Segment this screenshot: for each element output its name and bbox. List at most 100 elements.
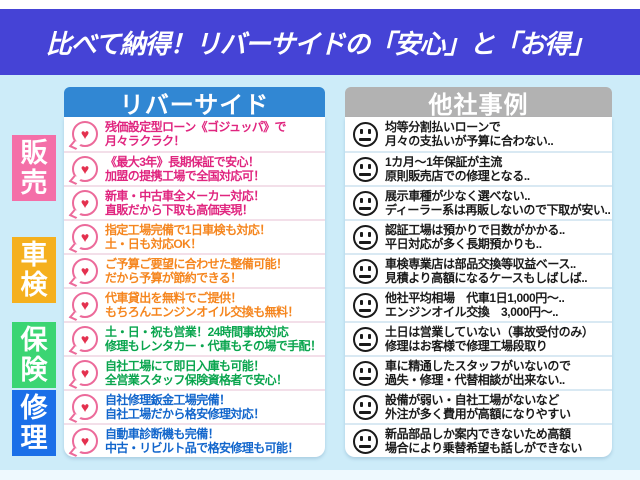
left-row-2: 《最大3年》長期保証で安心！ 加盟の提携工場で全国対応可！ — [64, 151, 325, 185]
row-text: 他社平均相場 代車1日1,000円〜.. エンジンオイル交換 3,000円〜.. — [385, 290, 565, 320]
right-row-4: 認証工場は預かりで日数がかかる.. 平日対応が多く長期預かりも.. — [345, 219, 612, 253]
category-label-text: 販売 — [20, 137, 48, 198]
row-line-2: 中古・リビルト品で格安修理も可能！ — [105, 441, 299, 455]
heart-bubble-icon — [72, 428, 98, 454]
heart-bubble-icon — [72, 121, 98, 147]
right-panel-header: 他社事例 — [345, 87, 612, 119]
row-text: 新車・中古車全メーカー対応！ 直販だから下取も高価実現！ — [105, 189, 265, 218]
row-line-1: 認証工場は預かりで日数がかかる.. — [385, 222, 565, 237]
heart-bubble-icon — [72, 190, 98, 216]
row-text: 均等分割払いローンで 月々の支払いが予算に合わない.. — [385, 119, 554, 149]
right-row-2: 1カ月〜1年保証が主流 原則販売店での修理となる.. — [345, 151, 612, 185]
row-text: 自社工場にて即日入庫も可能！ 全営業スタッフ保険資格者で安心！ — [105, 358, 288, 388]
row-line-2: 自社工場だから格安修理対応！ — [105, 407, 265, 421]
right-row-9: 設備が弱い・自社工場がないなど 外注が多く費用が高額になりやすい — [345, 389, 612, 423]
row-line-1: 車検専業店は部品交換等収益ベース.. — [385, 256, 576, 271]
row-line-2: だから予算が節約できる！ — [105, 271, 242, 285]
left-panel-title: リバーサイド — [119, 91, 270, 119]
left-row-6: 代車貸出を無料でご提供！ もちろんエンジンオイル交換も無料！ — [64, 287, 325, 321]
row-text: 展示車種が少なく選べない.. ディーラー系は再販しないので下取が安い.. — [385, 188, 611, 218]
right-row-10: 新品部品しか案内できないため高額 場合により乗替希望も話しができない — [345, 423, 612, 457]
row-text: 自社修理鈑金工場完備！ 自社工場だから格安修理対応！ — [105, 393, 265, 422]
neutral-face-icon — [353, 190, 378, 216]
banner-title: 比べて納得！リバーサイドの「安心」と「お得」 — [45, 28, 595, 59]
row-line-2: 平日対応が多く長期預かりも.. — [385, 237, 542, 251]
category-rail: 販売 車検 保険 修理 — [12, 117, 56, 457]
row-text: 新品部品しか案内できないため高額 場合により乗替希望も話しができない — [385, 427, 582, 456]
row-line-1: 《最大3年》長期保証で安心！ — [105, 154, 260, 169]
row-line-2: 直販だから下取も高価実現！ — [105, 203, 254, 217]
row-line-2: 外注が多く費用が高額になりやすい — [385, 407, 571, 421]
row-text: 車に精通したスタッフがいないので 過失・修理・代替相談が出来ない.. — [385, 359, 571, 388]
top-margin-strip — [0, 0, 640, 9]
row-line-1: 車に精通したスタッフがいないので — [385, 358, 571, 373]
row-line-2: 過失・修理・代替相談が出来ない.. — [385, 373, 565, 387]
row-line-2: 月々ラクラク！ — [105, 134, 185, 148]
row-line-1: 1カ月〜1年保証が主流 — [385, 154, 502, 169]
left-row-8: 自社工場にて即日入庫も可能！ 全営業スタッフ保険資格者で安心！ — [64, 355, 325, 389]
left-row-9: 自社修理鈑金工場完備！ 自社工場だから格安修理対応！ — [64, 389, 325, 423]
heart-bubble-icon — [72, 394, 98, 420]
row-text: 土・日・祝も営業！24時間事故対応 修理もレンタカー・代車もその場で手配！ — [105, 324, 322, 354]
heart-bubble-icon — [72, 292, 98, 318]
row-text: 指定工場完備で1日車検も対応！ 土・日も対応OK！ — [105, 223, 271, 252]
row-line-1: 設備が弱い・自社工場がないなど — [385, 392, 560, 407]
row-line-2: もちろんエンジンオイル交換も無料！ — [105, 305, 299, 319]
row-text: 1カ月〜1年保証が主流 原則販売店での修理となる.. — [385, 155, 530, 184]
neutral-face-icon — [353, 224, 378, 250]
left-row-3: 新車・中古車全メーカー対応！ 直販だから下取も高価実現！ — [64, 185, 325, 219]
neutral-face-icon — [353, 360, 378, 386]
category-label-insurance: 保険 — [12, 321, 56, 389]
row-text: 残価設定型ローン《ゴジュッパ》で 月々ラクラク！ — [105, 120, 287, 149]
heart-bubble-icon — [72, 360, 98, 386]
row-text: 土日は営業していない（事故受付のみ） 修理はお客様で修理工場段取り — [385, 324, 594, 354]
row-line-2: 見積より高額になるケースもしばしば.. — [385, 271, 588, 285]
category-label-text: 修理 — [20, 392, 48, 453]
neutral-face-icon — [353, 121, 378, 147]
right-row-1: 均等分割払いローンで 月々の支払いが予算に合わない.. — [345, 117, 612, 151]
category-label-inspection: 車検 — [12, 219, 56, 321]
row-line-2: エンジンオイル交換 3,000円〜.. — [385, 305, 559, 319]
row-line-2: 原則販売店での修理となる.. — [385, 169, 530, 183]
row-line-1: 新品部品しか案内できないため高額 — [385, 426, 571, 441]
left-row-5: ご予算ご要望に合わせた整備可能！ だから予算が節約できる！ — [64, 253, 325, 287]
neutral-face-icon — [353, 156, 378, 182]
neutral-face-icon — [353, 292, 378, 318]
row-line-2: 全営業スタッフ保険資格者で安心！ — [105, 373, 288, 387]
row-line-1: ご予算ご要望に合わせた整備可能！ — [105, 256, 288, 271]
heart-bubble-icon — [72, 326, 98, 352]
category-label-sales: 販売 — [12, 117, 56, 219]
neutral-face-icon — [353, 326, 378, 352]
row-text: 車検専業店は部品交換等収益ベース.. 見積より高額になるケースもしばしば.. — [385, 256, 588, 286]
right-row-6: 他社平均相場 代車1日1,000円〜.. エンジンオイル交換 3,000円〜.. — [345, 287, 612, 321]
heart-bubble-icon — [72, 258, 98, 284]
category-label-text: 車検 — [20, 239, 48, 300]
neutral-face-icon — [353, 394, 378, 420]
row-line-1: 新車・中古車全メーカー対応！ — [105, 188, 265, 203]
row-line-1: 自動車診断機も完備！ — [105, 426, 220, 441]
left-row-1: 残価設定型ローン《ゴジュッパ》で 月々ラクラク！ — [64, 117, 325, 151]
right-row-8: 車に精通したスタッフがいないので 過失・修理・代替相談が出来ない.. — [345, 355, 612, 389]
row-line-2: 加盟の提携工場で全国対応可！ — [105, 169, 265, 183]
category-label-text: 保険 — [20, 324, 48, 385]
left-panel: リバーサイド 残価設定型ローン《ゴジュッパ》で 月々ラクラク！ 《最大3年》長期… — [64, 87, 325, 457]
row-line-1: 均等分割払いローンで — [385, 119, 501, 134]
row-text: 自動車診断機も完備！ 中古・リビルト品で格安修理も可能！ — [105, 427, 299, 456]
row-line-1: 土・日・祝も営業！24時間事故対応 — [105, 324, 289, 339]
row-line-2: 修理はお客様で修理工場段取り — [385, 339, 548, 353]
heart-bubble-icon — [72, 224, 98, 250]
heart-bubble-icon — [72, 156, 98, 182]
row-line-1: 代車貸出を無料でご提供！ — [105, 290, 242, 305]
row-line-1: 自社工場にて即日入庫も可能！ — [105, 358, 265, 373]
top-banner: 比べて納得！リバーサイドの「安心」と「お得」 — [0, 9, 640, 75]
row-text: 認証工場は預かりで日数がかかる.. 平日対応が多く長期預かりも.. — [385, 223, 565, 252]
row-line-2: ディーラー系は再販しないので下取が安い.. — [385, 203, 611, 217]
row-line-1: 他社平均相場 代車1日1,000円〜.. — [385, 290, 565, 305]
row-line-1: 土日は営業していない（事故受付のみ） — [385, 324, 594, 339]
row-line-1: 展示車種が少なく選べない.. — [385, 188, 531, 203]
bottom-margin-strip — [0, 470, 640, 480]
right-panel-body: 均等分割払いローンで 月々の支払いが予算に合わない.. 1カ月〜1年保証が主流 … — [345, 117, 612, 457]
category-label-repair: 修理 — [12, 389, 56, 457]
right-row-7: 土日は営業していない（事故受付のみ） 修理はお客様で修理工場段取り — [345, 321, 612, 355]
row-line-1: 指定工場完備で1日車検も対応！ — [105, 222, 271, 237]
